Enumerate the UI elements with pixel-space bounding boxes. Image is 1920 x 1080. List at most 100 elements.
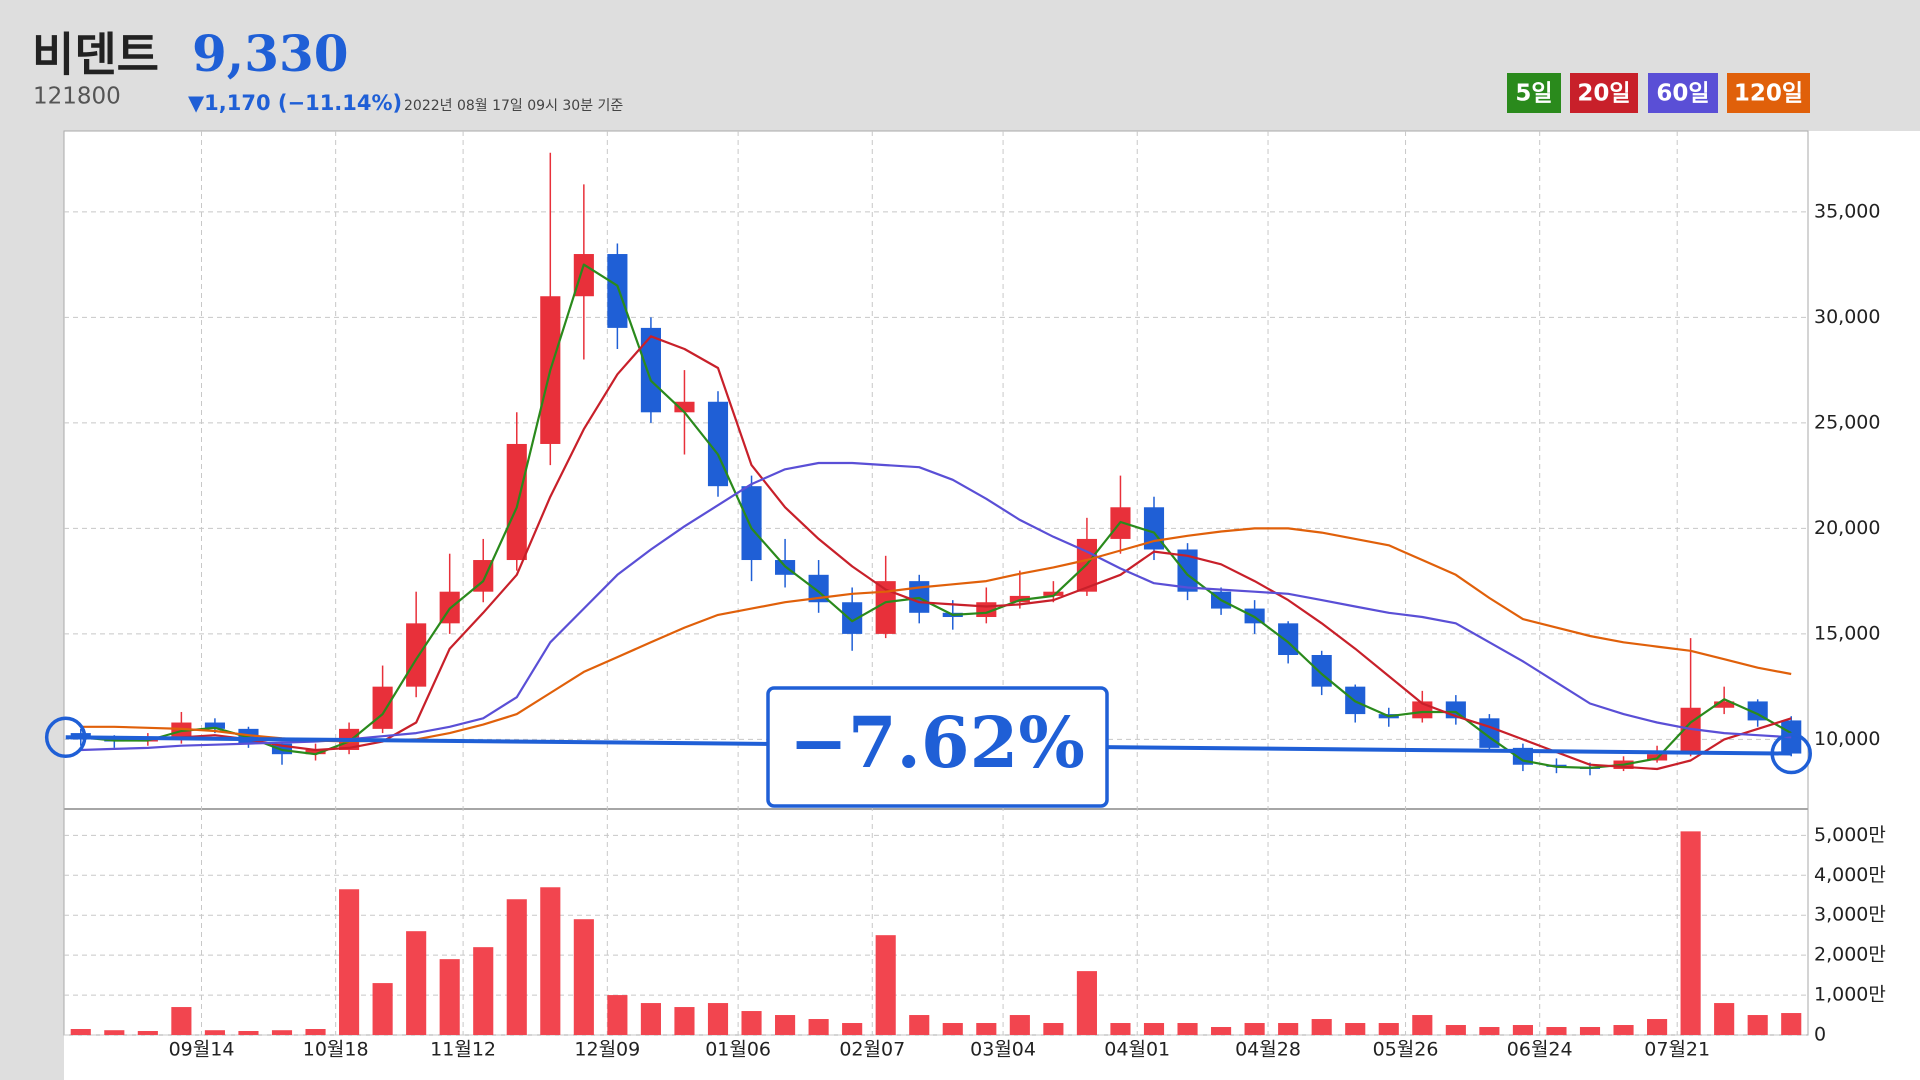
candle-body	[1177, 549, 1198, 592]
volume-bar	[1781, 1013, 1802, 1035]
volume-tick-label: 1,000만	[1814, 984, 1886, 1006]
volume-bar	[506, 899, 527, 1035]
volume-bar	[1579, 1027, 1601, 1035]
volume-bar	[1311, 1019, 1332, 1035]
volume-bar	[942, 1023, 963, 1035]
volume-bar	[875, 935, 896, 1035]
candle-body	[1311, 654, 1332, 687]
candle-body	[640, 327, 661, 413]
volume-bar	[1512, 1025, 1533, 1035]
timestamp: 2022년 08월 17일 09시 30분 기준	[404, 98, 623, 114]
legend-label: 20일	[1577, 81, 1630, 107]
volume-bar	[204, 1030, 225, 1035]
end-marker	[1770, 732, 1812, 775]
x-tick-label: 06월24	[1507, 1039, 1573, 1061]
volume-bar	[1378, 1023, 1399, 1035]
volume-bar	[741, 1011, 762, 1035]
volume-bar	[1747, 1015, 1768, 1035]
candle-body	[406, 623, 427, 687]
candle-body	[1747, 701, 1768, 721]
volume-bar	[976, 1023, 997, 1035]
ma-line	[80, 335, 1792, 771]
x-tick-label: 10월18	[303, 1039, 369, 1061]
volume-bar	[607, 995, 628, 1035]
x-tick-label: 09월14	[169, 1039, 235, 1061]
y-tick-label: 35,000	[1814, 200, 1880, 222]
volume-bar	[808, 1019, 829, 1035]
candle-body	[741, 486, 762, 561]
legend-badge	[1570, 73, 1638, 113]
volume-bar	[1479, 1027, 1500, 1035]
volume-bar	[473, 947, 494, 1035]
volume-bar	[1244, 1023, 1265, 1035]
volume-bar	[573, 919, 594, 1035]
volume-bar	[674, 1007, 695, 1035]
candle-body	[674, 401, 695, 413]
volume-bar	[1009, 1015, 1030, 1035]
volume-bar	[1278, 1023, 1299, 1035]
volume-bar	[271, 1030, 293, 1035]
volume-bar	[1177, 1023, 1198, 1035]
candle-body	[573, 254, 594, 297]
candle-body	[305, 749, 326, 755]
x-tick-label: 04월28	[1235, 1039, 1301, 1061]
volume-bar	[372, 983, 393, 1035]
start-marker	[44, 716, 87, 759]
x-tick-label: 12월09	[574, 1039, 640, 1061]
legend-badge	[1727, 73, 1810, 113]
volume-bar	[439, 959, 460, 1035]
y-tick-label: 30,000	[1814, 306, 1880, 328]
x-tick-label: 03월04	[970, 1039, 1036, 1061]
volume-bar	[1110, 1023, 1131, 1035]
candle-body	[1043, 591, 1064, 596]
volume-bar	[1076, 971, 1097, 1035]
volume-bar	[1613, 1025, 1634, 1035]
volume-bar	[1345, 1023, 1366, 1035]
volume-bar	[1043, 1023, 1064, 1035]
x-tick-label: 02월07	[839, 1039, 905, 1061]
candle-body	[607, 254, 628, 328]
stock-price: 9,330	[192, 24, 349, 83]
legend-label: 60일	[1656, 81, 1709, 107]
volume-bar	[1680, 831, 1701, 1035]
volume-bar	[339, 889, 360, 1035]
volume-bar	[1211, 1027, 1232, 1035]
y-tick-label: 15,000	[1814, 622, 1880, 644]
legend-label: 5일	[1515, 81, 1552, 107]
candle-body	[875, 581, 896, 634]
volume-bar	[1546, 1027, 1567, 1035]
plot-frame	[63, 130, 1809, 1036]
candle-body	[506, 443, 527, 561]
x-tick-label: 01월06	[705, 1039, 771, 1061]
x-tick-label: 04월01	[1104, 1039, 1170, 1061]
legend-badge	[1507, 73, 1561, 113]
ma-line	[80, 461, 1792, 752]
legend-badge	[1648, 73, 1718, 113]
volume-bar	[909, 1015, 930, 1035]
legend-label: 120일	[1734, 81, 1803, 107]
candle-body	[204, 722, 225, 729]
volume-tick-label: 4,000만	[1814, 864, 1886, 886]
annotation-box	[766, 686, 1109, 808]
volume-bar	[305, 1029, 326, 1035]
y-tick-label: 25,000	[1814, 411, 1880, 433]
annotation-text: −7.62%	[789, 701, 1085, 784]
volume-bar	[1647, 1019, 1668, 1035]
volume-bar	[540, 887, 561, 1035]
volume-bar	[171, 1007, 192, 1035]
volume-bar	[640, 1003, 661, 1035]
candle-body	[1714, 701, 1735, 708]
volume-tick-label: 5,000만	[1814, 824, 1886, 846]
volume-bar	[1412, 1015, 1433, 1035]
volume-bar	[70, 1029, 91, 1035]
volume-tick-label: 3,000만	[1814, 904, 1886, 926]
x-tick-label: 05월26	[1373, 1039, 1439, 1061]
volume-bar	[1143, 1023, 1165, 1035]
stock-name: 비덴트	[32, 28, 159, 82]
candle-body	[842, 602, 863, 634]
volume-bar	[1445, 1025, 1466, 1035]
volume-bar	[1714, 1003, 1735, 1035]
volume-bar	[707, 1003, 729, 1035]
